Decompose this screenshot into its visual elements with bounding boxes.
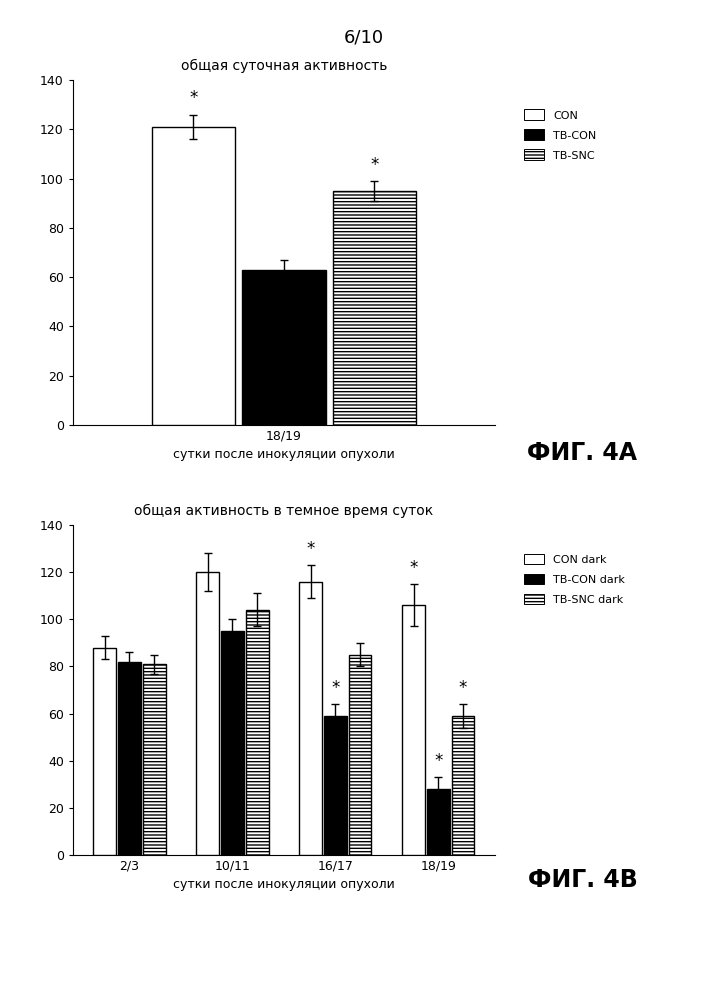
Title: общая суточная активность: общая суточная активность bbox=[181, 59, 387, 73]
Text: *: * bbox=[409, 559, 418, 577]
Bar bbox=[246, 610, 269, 855]
Text: 6/10: 6/10 bbox=[344, 28, 384, 46]
Bar bbox=[221, 631, 244, 855]
Bar bbox=[197, 572, 219, 855]
Legend: CON dark, TB-CON dark, TB-SNC dark: CON dark, TB-CON dark, TB-SNC dark bbox=[518, 547, 632, 611]
Bar bbox=[324, 716, 347, 855]
Bar bbox=[299, 582, 322, 855]
Text: *: * bbox=[459, 679, 467, 697]
Bar bbox=[333, 191, 416, 425]
Bar bbox=[152, 127, 235, 425]
Text: *: * bbox=[434, 752, 443, 770]
Text: *: * bbox=[371, 156, 379, 174]
X-axis label: сутки после инокуляции опухоли: сутки после инокуляции опухоли bbox=[173, 448, 395, 461]
Text: ФИГ. 4A: ФИГ. 4A bbox=[527, 441, 638, 465]
Bar bbox=[93, 648, 116, 855]
Bar bbox=[452, 716, 475, 855]
Bar bbox=[349, 655, 371, 855]
Text: *: * bbox=[189, 89, 197, 107]
Bar bbox=[143, 664, 165, 855]
Legend: CON, TB-CON, TB-SNC: CON, TB-CON, TB-SNC bbox=[518, 103, 603, 167]
Bar bbox=[242, 270, 325, 425]
Title: общая активность в темное время суток: общая активность в темное время суток bbox=[134, 504, 434, 518]
Bar bbox=[403, 605, 425, 855]
Bar bbox=[118, 662, 141, 855]
Text: *: * bbox=[306, 540, 315, 558]
Bar bbox=[427, 789, 450, 855]
Text: *: * bbox=[331, 679, 339, 697]
Text: ФИГ. 4B: ФИГ. 4B bbox=[528, 868, 637, 892]
X-axis label: сутки после инокуляции опухоли: сутки после инокуляции опухоли bbox=[173, 878, 395, 891]
